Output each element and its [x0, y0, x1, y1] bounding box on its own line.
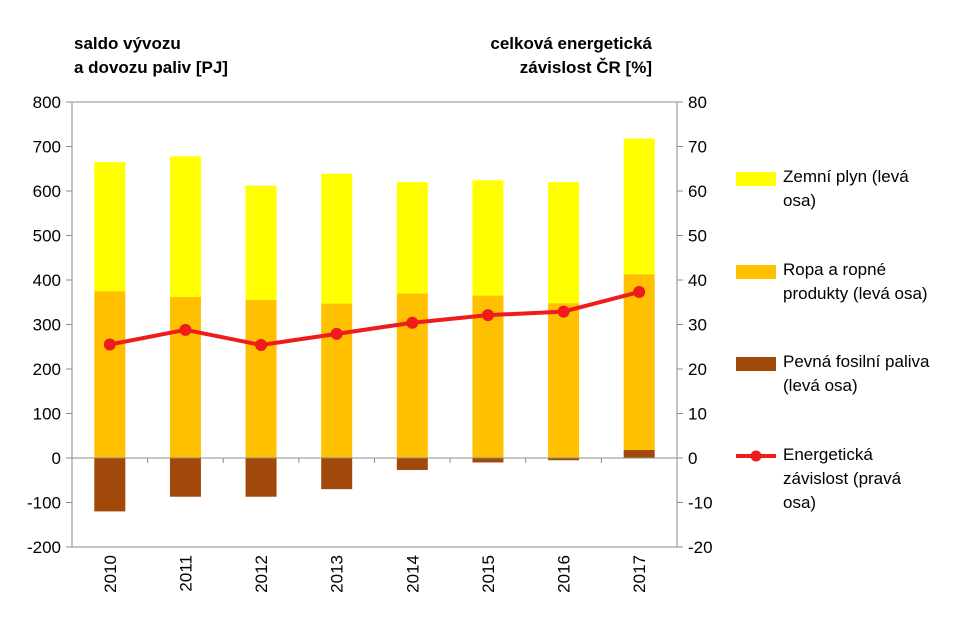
- right-axis-tick-label: 0: [688, 449, 697, 468]
- legend-label-gas: Zemní plyn (levá osa): [783, 165, 958, 213]
- left-axis-title: saldo vývozu a dovozu paliv [PJ]: [74, 32, 228, 80]
- right-axis-tick-label: 10: [688, 405, 707, 424]
- bar-solid-2016: [548, 458, 580, 461]
- legend-label-oil-line-1: Ropa a ropné: [783, 260, 887, 279]
- category-label-2015: 2015: [479, 555, 498, 593]
- category-label-2013: 2013: [328, 555, 347, 593]
- legend-swatch-solid: [736, 357, 776, 371]
- right-axis-tick-label: -20: [688, 538, 713, 557]
- category-label-2010: 2010: [101, 555, 120, 593]
- line-dependency: [109, 290, 640, 347]
- bar-gas-2016: [548, 182, 580, 304]
- legend-label-solid-line-1: Pevná fosilní paliva: [783, 352, 930, 371]
- legend-swatch-oil: [736, 265, 776, 279]
- bar-oil-2017: [623, 274, 655, 450]
- legend-label-dependency-line-1: Energetická: [783, 445, 873, 464]
- legend-label-solid: Pevná fosilní paliva (levá osa): [783, 350, 958, 398]
- category-label-2011: 2011: [176, 555, 195, 592]
- bar-solid-2017: [623, 449, 655, 458]
- bar-gas-2013: [321, 173, 353, 304]
- plot-area: [71, 101, 678, 548]
- right-axis-tick-label: 60: [688, 182, 707, 201]
- left-axis-tick-label: 700: [33, 138, 61, 157]
- left-axis-tick-label: -200: [27, 538, 61, 557]
- bar-oil-2015: [472, 295, 504, 458]
- bar-solid-2010: [94, 458, 126, 512]
- left-axis-tick-label: 800: [33, 93, 61, 112]
- legend-label-dependency: Energetická závislost (pravá osa): [783, 443, 958, 515]
- bar-gas-2012: [245, 185, 277, 301]
- point-dependency-2016: [557, 305, 570, 318]
- left-axis-tick-label: 300: [33, 316, 61, 335]
- point-dependency-2010: [103, 338, 116, 351]
- legend-label-oil-line-2: produkty (levá osa): [783, 284, 928, 303]
- point-dependency-2013: [330, 327, 343, 340]
- left-axis-tick-label: 500: [33, 227, 61, 246]
- right-axis-tick-label: 30: [688, 316, 707, 335]
- left-axis-tick-label: 100: [33, 405, 61, 424]
- bar-oil-2013: [321, 303, 353, 458]
- right-axis-tick-label: 70: [688, 138, 707, 157]
- point-dependency-2014: [406, 316, 419, 329]
- legend-label-dependency-line-3: osa): [783, 493, 817, 512]
- right-axis-tick-label: 20: [688, 360, 707, 379]
- right-axis-title: celková energetická závislost ČR [%]: [440, 32, 652, 80]
- bar-gas-2014: [396, 182, 428, 294]
- left-axis-title-line-2: a dovozu paliv [PJ]: [74, 58, 228, 77]
- left-axis-tick-label: 400: [33, 271, 61, 290]
- point-dependency-2017: [633, 286, 646, 299]
- legend-label-dependency-line-2: závislost (pravá: [783, 469, 902, 488]
- bar-oil-2011: [169, 296, 201, 458]
- bar-gas-2010: [94, 162, 126, 292]
- left-axis-tick-label: 200: [33, 360, 61, 379]
- right-axis-tick-label: 40: [688, 271, 707, 290]
- right-axis-title-line-1: celková energetická: [490, 34, 652, 53]
- right-axis-tick-label: -10: [688, 494, 713, 513]
- bar-solid-2014: [396, 458, 428, 471]
- bar-gas-2017: [623, 138, 655, 275]
- left-axis-title-line-1: saldo vývozu: [74, 34, 181, 53]
- right-axis-tick-label: 80: [688, 93, 707, 112]
- category-label-2017: 2017: [630, 555, 649, 593]
- legend-label-gas-line-2: osa): [783, 191, 817, 210]
- point-dependency-2012: [255, 338, 268, 351]
- category-label-2014: 2014: [403, 555, 422, 593]
- category-label-2016: 2016: [555, 555, 574, 593]
- point-dependency-2015: [481, 309, 494, 322]
- legend-label-oil: Ropa a ropné produkty (levá osa): [783, 258, 958, 306]
- bar-oil-2012: [245, 300, 277, 458]
- bar-oil-2016: [548, 303, 580, 458]
- left-axis-tick-label: 0: [52, 449, 61, 468]
- left-axis-tick-label: 600: [33, 182, 61, 201]
- bar-gas-2011: [169, 156, 201, 297]
- legend-label-gas-line-1: Zemní plyn (levá: [783, 167, 909, 186]
- legend-label-solid-line-2: (levá osa): [783, 376, 858, 395]
- bar-solid-2015: [472, 458, 504, 463]
- legend-swatch-dependency: [736, 450, 776, 462]
- point-dependency-2011: [179, 323, 192, 336]
- bar-oil-2010: [94, 291, 126, 458]
- bar-solid-2012: [245, 458, 277, 497]
- bar-gas-2015: [472, 180, 504, 296]
- right-axis-tick-label: 50: [688, 227, 707, 246]
- left-axis-tick-label: -100: [27, 494, 61, 513]
- legend-swatch-gas: [736, 172, 776, 186]
- bar-solid-2013: [321, 458, 353, 490]
- right-axis-title-line-2: závislost ČR [%]: [519, 58, 652, 77]
- category-label-2012: 2012: [252, 555, 271, 593]
- bar-solid-2011: [169, 458, 201, 497]
